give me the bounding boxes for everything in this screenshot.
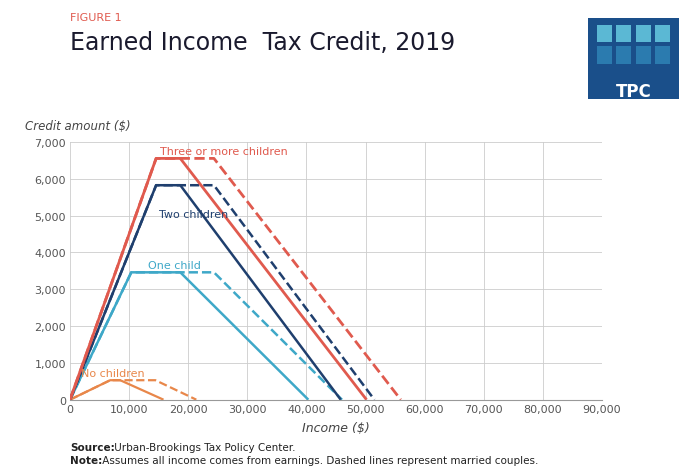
Text: Urban-Brookings Tax Policy Center.: Urban-Brookings Tax Policy Center. <box>111 442 295 452</box>
Bar <box>654 47 670 65</box>
Text: Assumes all income comes from earnings. Dashed lines represent married couples.: Assumes all income comes from earnings. … <box>99 455 539 465</box>
Text: Note:: Note: <box>70 455 102 465</box>
Text: TPC: TPC <box>615 83 652 101</box>
Bar <box>654 26 670 43</box>
Text: Credit amount ($): Credit amount ($) <box>25 119 130 132</box>
Text: One child: One child <box>148 260 201 270</box>
Text: Three or more children: Three or more children <box>160 147 288 157</box>
Bar <box>636 47 650 65</box>
Bar <box>597 26 612 43</box>
Bar <box>597 47 612 65</box>
Text: Earned Income  Tax Credit, 2019: Earned Income Tax Credit, 2019 <box>70 31 455 55</box>
Text: Source:: Source: <box>70 442 115 452</box>
Bar <box>636 26 650 43</box>
Text: FIGURE 1: FIGURE 1 <box>70 13 122 23</box>
Bar <box>617 47 631 65</box>
Text: No children: No children <box>80 368 144 378</box>
X-axis label: Income ($): Income ($) <box>302 421 370 434</box>
Text: Two children: Two children <box>159 210 228 220</box>
Bar <box>617 26 631 43</box>
